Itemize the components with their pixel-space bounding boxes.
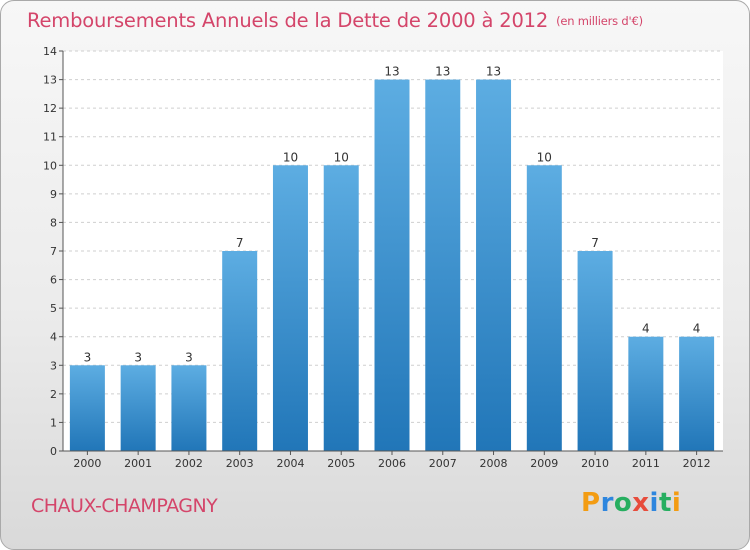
data-label-2001: 3	[134, 350, 142, 364]
bar-2008	[476, 79, 512, 452]
x-tick-label-2010: 2010	[581, 457, 609, 470]
bar-2006	[374, 79, 410, 452]
y-tick-label: 2	[50, 388, 57, 401]
bar-2001	[120, 365, 156, 451]
logo-letter: i	[671, 488, 682, 518]
x-tick-label-2005: 2005	[327, 457, 355, 470]
chart-title: Remboursements Annuels de la Dette de 20…	[27, 9, 643, 32]
bar-2012	[679, 336, 715, 451]
bar-2005	[323, 165, 359, 452]
data-label-2012: 4	[693, 322, 701, 336]
x-tick-label-2002: 2002	[175, 457, 203, 470]
x-tick-label-2000: 2000	[73, 457, 101, 470]
y-tick-label: 5	[50, 302, 57, 315]
data-label-2006: 13	[384, 65, 399, 79]
bar-2009	[526, 165, 562, 452]
data-labels: 3 3 3 7 10 10 13 13 13 10 7 4 4	[84, 65, 701, 365]
y-tick-label: 9	[50, 188, 57, 201]
data-label-2005: 10	[334, 150, 349, 164]
y-tick-label: 4	[50, 331, 57, 344]
bar-2011	[628, 336, 664, 451]
x-tick-label-2009: 2009	[530, 457, 558, 470]
y-tick-label: 11	[43, 131, 57, 144]
y-tick-label: 7	[50, 245, 57, 258]
y-tick-label: 0	[50, 445, 57, 458]
chart-title-text: Remboursements Annuels de la Dette de 20…	[27, 9, 549, 32]
x-tick-label-2008: 2008	[480, 457, 508, 470]
logo-letter: o	[613, 488, 633, 518]
commune-name: CHAUX-CHAMPAGNY	[31, 495, 218, 517]
y-tick-label: 14	[43, 45, 57, 58]
bar-2003	[222, 251, 258, 451]
y-tick-label: 6	[50, 274, 57, 287]
y-tick-label: 12	[43, 102, 57, 115]
y-tick-label: 13	[43, 74, 57, 87]
data-label-2002: 3	[185, 350, 193, 364]
bar-2004	[272, 165, 308, 452]
logo-letter: P	[581, 488, 601, 518]
data-label-2011: 4	[642, 322, 650, 336]
x-tick-label-2007: 2007	[429, 457, 457, 470]
logo-letter: r	[600, 488, 614, 518]
data-label-2007: 13	[435, 65, 450, 79]
logo-letter: t	[658, 488, 672, 518]
data-label-2004: 10	[283, 150, 298, 164]
x-tick-label-2001: 2001	[124, 457, 152, 470]
logo-letter: i	[649, 488, 659, 518]
data-label-2003: 7	[236, 236, 244, 250]
x-tick-label-2003: 2003	[226, 457, 254, 470]
y-tick-label: 1	[50, 416, 57, 429]
data-label-2000: 3	[84, 350, 92, 364]
bars	[69, 79, 715, 452]
data-label-2008: 13	[486, 65, 501, 79]
y-tick-label: 3	[50, 359, 57, 372]
x-tick-label-2004: 2004	[276, 457, 304, 470]
proxiti-logo: Proxiti	[581, 488, 681, 518]
unit-note: (en milliers d'€)	[556, 14, 643, 28]
bar-2002	[171, 365, 207, 451]
data-label-2009: 10	[537, 150, 552, 164]
y-tick-label: 8	[50, 216, 57, 229]
bar-2010	[577, 251, 613, 451]
logo-letter: x	[632, 488, 650, 518]
bar-2000	[69, 365, 105, 451]
data-label-2010: 7	[591, 236, 599, 250]
x-tick-label-2011: 2011	[632, 457, 660, 470]
x-tick-label-2006: 2006	[378, 457, 406, 470]
y-tick-label: 10	[43, 159, 57, 172]
x-tick-label-2012: 2012	[683, 457, 711, 470]
bar-2007	[425, 79, 461, 452]
